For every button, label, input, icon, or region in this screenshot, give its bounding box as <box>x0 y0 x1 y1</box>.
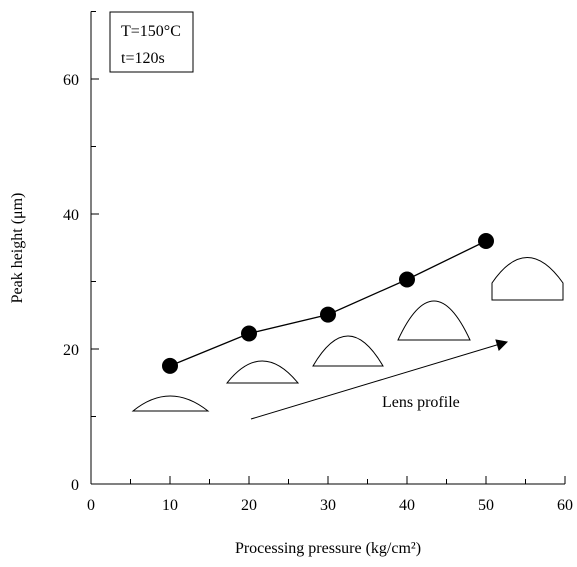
annotation: T=150°C <box>121 23 181 40</box>
data-line <box>169 240 487 367</box>
data-point <box>241 325 257 342</box>
y-tick-label: 40 <box>63 207 79 224</box>
y-tick-label: 20 <box>63 342 79 359</box>
y-tick-label: 0 <box>71 477 79 494</box>
x-tick-label: 40 <box>399 497 415 514</box>
lens-shape <box>131 395 210 412</box>
x-tick-label: 50 <box>478 497 494 514</box>
data-point <box>478 233 494 249</box>
lens-shape <box>225 360 300 384</box>
lens-profiles <box>109 11 564 420</box>
y-axis-label: Peak height (μm) <box>9 193 26 304</box>
annotation: Lens profile <box>382 394 460 411</box>
arrow-line <box>250 343 501 420</box>
data-point <box>320 306 336 323</box>
lens-shape <box>491 257 564 301</box>
arrow-head <box>495 339 509 351</box>
x-tick-label: 10 <box>162 497 178 514</box>
data-point <box>399 271 415 288</box>
x-tick-label: 60 <box>557 497 573 514</box>
data-point <box>162 357 178 374</box>
lens-shape <box>312 335 384 367</box>
annotation: t=120s <box>121 50 165 67</box>
x-axis-label: Processing pressure (kg/cm²) <box>235 540 421 557</box>
x-tick-label: 20 <box>241 497 257 514</box>
lens-shape <box>397 300 471 341</box>
x-tick-label: 0 <box>87 497 95 514</box>
x-tick-label: 30 <box>320 497 336 514</box>
annotation-box <box>109 11 194 73</box>
y-tick-label: 60 <box>63 72 79 89</box>
